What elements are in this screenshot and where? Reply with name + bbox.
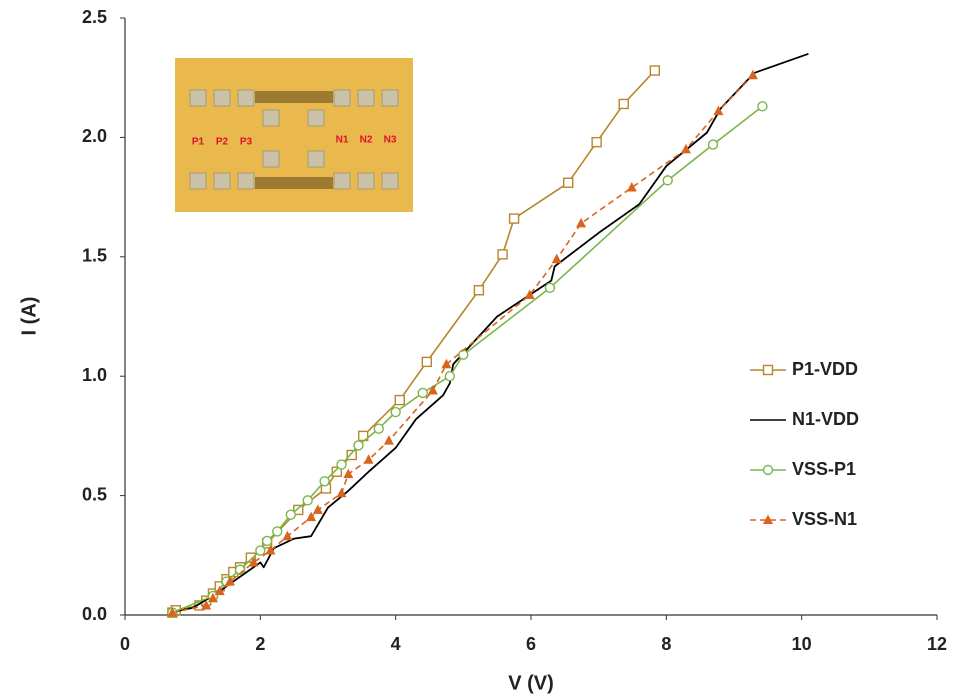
legend-marker	[763, 514, 773, 524]
marker	[293, 504, 304, 516]
legend-label: VSS-N1	[792, 509, 857, 529]
x-axis-title: V (V)	[508, 672, 554, 694]
marker	[649, 65, 661, 76]
legend-label: P1-VDD	[792, 359, 858, 379]
marker	[662, 175, 673, 186]
inset-bar	[255, 91, 333, 103]
marker	[618, 98, 629, 110]
marker	[544, 282, 556, 294]
marker	[312, 504, 323, 514]
y-tick-label: 2.5	[82, 7, 107, 27]
marker	[473, 285, 485, 296]
x-tick-label: 6	[526, 634, 536, 654]
inset-pads	[189, 89, 399, 190]
marker	[713, 105, 724, 116]
marker	[444, 371, 455, 382]
x-tick-label: 4	[391, 634, 401, 654]
y-tick-label: 2.0	[82, 126, 107, 146]
marker	[357, 430, 369, 442]
inset-label: P3	[240, 137, 253, 148]
marker	[363, 454, 374, 464]
marker	[346, 449, 357, 461]
marker	[343, 468, 354, 479]
marker	[285, 509, 296, 520]
marker	[591, 136, 602, 148]
marker	[497, 249, 508, 260]
legend-marker	[762, 464, 774, 476]
legend-item: P1-VDD	[750, 359, 858, 379]
marker	[282, 530, 293, 541]
y-axis-title: I (A)	[18, 297, 40, 336]
series-line	[168, 52, 809, 614]
marker	[167, 607, 178, 617]
marker	[373, 423, 384, 434]
marker	[441, 358, 452, 369]
marker	[306, 511, 317, 522]
marker	[458, 349, 469, 360]
marker	[224, 576, 235, 586]
marker	[319, 476, 330, 487]
marker	[551, 253, 562, 264]
marker	[707, 139, 719, 150]
marker	[508, 213, 520, 224]
inset-label: P1	[192, 137, 205, 148]
marker	[265, 545, 276, 555]
marker	[524, 289, 535, 300]
y-tick-label: 0.0	[82, 604, 107, 624]
marker	[563, 177, 574, 188]
marker	[747, 69, 758, 80]
marker	[417, 387, 428, 399]
x-tick-label: 0	[120, 634, 130, 654]
inset-label: P2	[216, 137, 229, 148]
marker	[201, 599, 212, 610]
legend-marker	[762, 364, 774, 376]
legend-item: N1-VDD	[750, 409, 859, 429]
marker	[421, 356, 432, 368]
x-tick-label: 10	[792, 634, 812, 654]
x-tick-label: 12	[927, 634, 947, 654]
y-tick-label: 1.5	[82, 246, 107, 266]
inset-bar	[255, 177, 333, 189]
inset-label: N3	[384, 135, 397, 146]
marker	[394, 394, 405, 406]
marker	[255, 545, 266, 556]
marker	[626, 182, 637, 192]
marker	[576, 217, 587, 228]
inset-image	[175, 58, 413, 212]
marker	[383, 435, 394, 445]
marker	[207, 592, 218, 603]
marker	[353, 440, 364, 451]
x-tick-label: 2	[255, 634, 265, 654]
marker	[214, 585, 225, 596]
y-tick-label: 1.0	[82, 365, 107, 385]
marker	[390, 406, 401, 418]
marker	[427, 385, 438, 395]
x-tick-label: 8	[661, 634, 671, 654]
marker	[331, 466, 342, 477]
y-tick-label: 0.5	[82, 484, 107, 504]
legend-label: N1-VDD	[792, 409, 859, 429]
marker	[336, 487, 347, 498]
inset-label: N1	[336, 135, 349, 146]
marker	[272, 526, 283, 537]
legend-item: VSS-N1	[750, 509, 857, 529]
legend-label: VSS-P1	[792, 459, 856, 479]
marker	[261, 535, 273, 547]
legend-item: VSS-P1	[750, 459, 856, 479]
marker	[680, 143, 691, 154]
marker	[757, 101, 768, 112]
inset-label: N2	[360, 135, 373, 146]
marker	[248, 556, 259, 567]
marker	[302, 495, 313, 506]
marker	[336, 459, 347, 470]
